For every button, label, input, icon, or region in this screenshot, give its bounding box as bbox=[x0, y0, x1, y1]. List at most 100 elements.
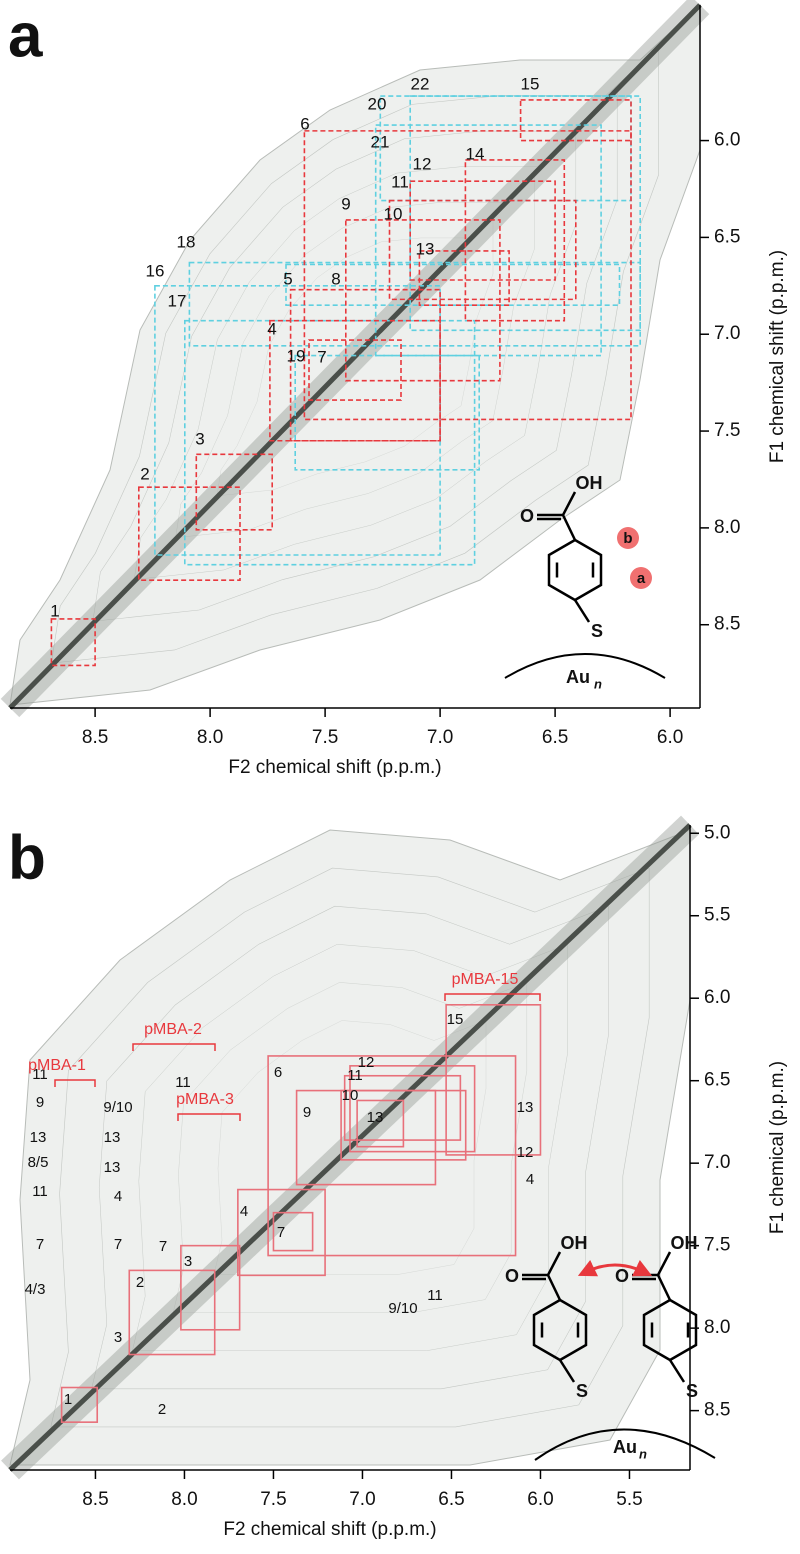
group-label: pMBA-3 bbox=[176, 1091, 234, 1108]
x-tick-label: 7.5 bbox=[260, 1489, 286, 1510]
y-tick-label: 8.5 bbox=[704, 1400, 730, 1421]
peak-label: 4 bbox=[114, 1188, 122, 1205]
group-bracket bbox=[444, 993, 541, 1001]
peak-label: 7 bbox=[159, 1238, 167, 1255]
cross-peak-box bbox=[349, 1065, 476, 1153]
peak-label: 4 bbox=[240, 1203, 248, 1220]
cross-peak-box bbox=[138, 486, 241, 581]
peak-label: 10 bbox=[384, 204, 403, 223]
x-tick-label: 8.5 bbox=[82, 1489, 108, 1510]
cross-peak-box bbox=[180, 1244, 241, 1331]
peak-label: 1 bbox=[50, 601, 59, 620]
peak-label: 3 bbox=[184, 1253, 192, 1270]
peak-label: 8 bbox=[331, 269, 340, 288]
gold-surface bbox=[504, 653, 666, 679]
proton-marker bbox=[630, 567, 652, 589]
peak-label: 13 bbox=[104, 1129, 121, 1146]
peak-label: 9/10 bbox=[103, 1099, 132, 1116]
cross-peak-box bbox=[409, 95, 642, 332]
peak-label: 7 bbox=[114, 1236, 122, 1253]
y-tick-label: 7.5 bbox=[704, 1235, 730, 1256]
cross-peak-box bbox=[267, 1055, 517, 1257]
structure-label: n bbox=[639, 1446, 647, 1461]
y-tick-label: 5.5 bbox=[704, 905, 730, 926]
structure-label: Au bbox=[613, 1437, 637, 1457]
contour-line bbox=[132, 943, 568, 1351]
group-bracket bbox=[54, 1079, 96, 1087]
y-tick-label: 6.0 bbox=[714, 130, 740, 151]
peak-label: 7 bbox=[277, 1224, 285, 1241]
cross-peak-box bbox=[294, 354, 481, 471]
peak-label: 11 bbox=[427, 1287, 443, 1304]
peak-label: 9/10 bbox=[388, 1300, 417, 1317]
x-tick-label: 8.5 bbox=[82, 727, 108, 748]
cross-peak-box bbox=[340, 1089, 467, 1161]
peak-label: 4 bbox=[526, 1171, 534, 1188]
carboxyl bbox=[522, 1251, 562, 1301]
peak-label: 2 bbox=[158, 1401, 166, 1418]
ring-double-bonds bbox=[555, 562, 595, 578]
contour-line bbox=[172, 982, 527, 1313]
x-axis-label: F2 chemical shift (p.p.m.) bbox=[228, 757, 441, 778]
x-tick-label: 6.5 bbox=[542, 727, 568, 748]
peak-label: 10 bbox=[342, 1087, 359, 1104]
structure-label: a bbox=[637, 570, 646, 587]
peak-label: 12 bbox=[517, 1144, 534, 1161]
peak-label: 21 bbox=[371, 132, 390, 151]
peak-label: 16 bbox=[146, 261, 165, 280]
y-tick-label: 8.0 bbox=[704, 1317, 730, 1338]
x-tick-label: 6.5 bbox=[438, 1489, 464, 1510]
cross-peak-box bbox=[445, 1004, 542, 1156]
cross-peak-box bbox=[343, 1074, 462, 1141]
peak-label: 14 bbox=[466, 144, 485, 163]
peak-label: 3 bbox=[114, 1329, 122, 1346]
cross-peak-box bbox=[519, 99, 632, 142]
structure-label: b bbox=[623, 530, 632, 547]
group-bracket bbox=[177, 1113, 241, 1121]
x-tick-label: 5.5 bbox=[616, 1489, 642, 1510]
group-bracket bbox=[132, 1043, 216, 1051]
structure-label: OH bbox=[671, 1233, 698, 1253]
x-tick-label: 7.0 bbox=[349, 1489, 375, 1510]
peak-label: 1 bbox=[64, 1391, 72, 1408]
peak-label: 8/5 bbox=[28, 1154, 49, 1171]
y-tick-label: 7.5 bbox=[714, 420, 740, 441]
peak-label: 9 bbox=[36, 1094, 44, 1111]
peak-label: 6 bbox=[300, 114, 309, 133]
cross-peak-box bbox=[344, 219, 501, 382]
peak-label: 12 bbox=[413, 154, 432, 173]
contour-line bbox=[213, 1020, 487, 1275]
peak-label: 17 bbox=[168, 291, 187, 310]
group-label: pMBA-2 bbox=[144, 1021, 202, 1038]
cross-peak-box bbox=[308, 339, 402, 401]
cross-peak-box bbox=[237, 1188, 326, 1277]
y-tick-label: 8.5 bbox=[714, 614, 740, 635]
peak-label: 19 bbox=[287, 346, 306, 365]
x-tick-label: 8.0 bbox=[197, 727, 223, 748]
peak-label: 11 bbox=[32, 1066, 48, 1083]
structure-label: O bbox=[615, 1266, 629, 1286]
carboxyl bbox=[537, 491, 577, 541]
thiol-bond bbox=[573, 599, 591, 623]
contour-line bbox=[91, 905, 609, 1390]
contour-line bbox=[50, 867, 650, 1428]
peak-label: 13 bbox=[104, 1159, 121, 1176]
peak-label: 12 bbox=[358, 1054, 375, 1071]
structure-label: OH bbox=[561, 1233, 588, 1253]
structure-label: n bbox=[594, 676, 602, 691]
cross-peak-box bbox=[272, 1211, 314, 1252]
cross-peak-box bbox=[409, 180, 556, 281]
cross-peak-box bbox=[464, 159, 566, 322]
proton-marker bbox=[617, 527, 639, 549]
x-axis-label: F2 chemical shift (p.p.m.) bbox=[223, 1519, 436, 1540]
peak-label: 13 bbox=[30, 1129, 47, 1146]
peak-label: 13 bbox=[517, 1099, 534, 1116]
x-tick-label: 6.0 bbox=[527, 1489, 553, 1510]
cross-peak-box bbox=[60, 1386, 99, 1423]
panel-letter: b bbox=[8, 823, 46, 892]
thiol-bond bbox=[668, 1359, 686, 1383]
peak-label: 4/3 bbox=[25, 1281, 46, 1298]
cross-peak-box bbox=[418, 250, 510, 306]
peak-label: 15 bbox=[447, 1011, 464, 1028]
y-tick-label: 6.5 bbox=[714, 226, 740, 247]
